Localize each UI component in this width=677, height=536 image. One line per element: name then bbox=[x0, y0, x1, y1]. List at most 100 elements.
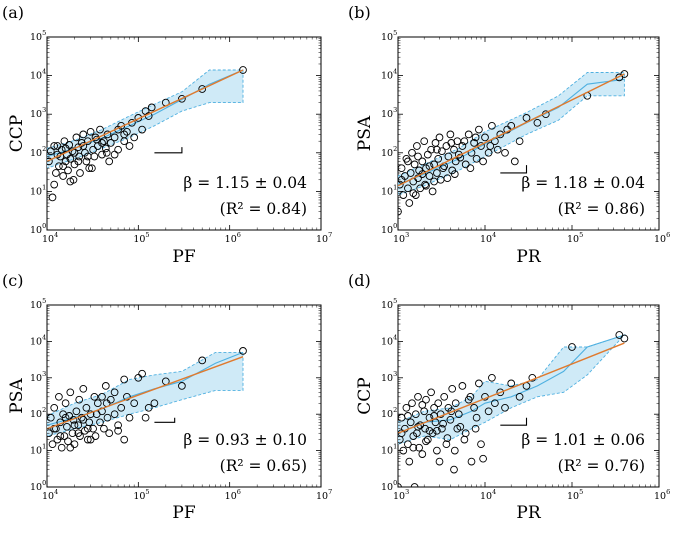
data-point bbox=[134, 373, 143, 382]
panel-label: (b) bbox=[348, 3, 371, 22]
data-point bbox=[515, 392, 524, 401]
data-point bbox=[458, 142, 467, 150]
data-point bbox=[83, 435, 92, 444]
data-point bbox=[438, 424, 446, 433]
data-point bbox=[85, 164, 94, 173]
x-tick-label: 104 bbox=[42, 488, 58, 502]
x-tick-label: 104 bbox=[480, 231, 496, 245]
y-axis-label: CCP bbox=[355, 377, 375, 414]
data-point bbox=[425, 172, 434, 180]
r2-annotation: (R² = 0.86) bbox=[558, 200, 645, 218]
data-point bbox=[114, 421, 122, 430]
data-point bbox=[430, 177, 438, 186]
data-point bbox=[406, 169, 415, 177]
data-point bbox=[120, 435, 129, 444]
data-point bbox=[61, 144, 70, 153]
data-point bbox=[510, 157, 519, 166]
data-point bbox=[507, 379, 516, 388]
data-point bbox=[141, 413, 150, 422]
panel-label: (a) bbox=[2, 3, 24, 22]
data-point bbox=[79, 130, 88, 139]
data-point bbox=[475, 125, 483, 134]
panels-group: 104 105 106 107100101102103104105PFCCP(a)β … bbox=[2, 3, 670, 523]
data-point bbox=[422, 437, 430, 446]
data-point bbox=[47, 429, 53, 438]
x-tick-label: 103 bbox=[393, 231, 409, 245]
data-point bbox=[106, 139, 115, 147]
x-tick-label: 104 bbox=[42, 231, 58, 245]
data-point bbox=[458, 382, 467, 390]
data-point bbox=[422, 395, 430, 404]
data-point bbox=[427, 388, 435, 397]
data-point bbox=[410, 160, 419, 169]
data-point bbox=[89, 424, 97, 433]
data-point bbox=[56, 432, 65, 440]
data-point bbox=[86, 127, 95, 136]
data-point bbox=[477, 440, 485, 449]
data-point bbox=[446, 415, 455, 424]
plot-area bbox=[47, 66, 247, 202]
r2-annotation: (R² = 0.65) bbox=[220, 457, 307, 475]
x-tick-label: 105 bbox=[567, 231, 583, 245]
data-point bbox=[110, 388, 119, 397]
y-tick-label: 104 bbox=[30, 333, 46, 347]
data-point bbox=[123, 392, 131, 401]
data-point bbox=[435, 133, 444, 142]
data-point bbox=[448, 384, 457, 393]
y-tick-label: 105 bbox=[381, 29, 397, 43]
data-point bbox=[450, 145, 458, 154]
data-point bbox=[423, 435, 432, 444]
data-point bbox=[72, 133, 81, 142]
y-tick-label: 103 bbox=[30, 106, 46, 120]
data-point bbox=[198, 85, 207, 93]
y-tick-label: 101 bbox=[381, 443, 397, 457]
data-point bbox=[66, 154, 75, 163]
data-point bbox=[110, 133, 119, 142]
data-point bbox=[496, 388, 505, 397]
data-point bbox=[434, 154, 443, 163]
x-tick-label: 106 bbox=[654, 488, 670, 502]
data-point bbox=[434, 399, 443, 408]
y-tick-label: 104 bbox=[381, 333, 397, 347]
data-point bbox=[114, 426, 122, 435]
data-point bbox=[402, 403, 411, 412]
data-point bbox=[405, 199, 414, 207]
data-point bbox=[68, 429, 77, 438]
data-point bbox=[83, 152, 92, 161]
r2-annotation: (R² = 0.76) bbox=[558, 457, 645, 475]
data-point bbox=[440, 392, 449, 401]
data-point bbox=[74, 157, 83, 166]
data-point bbox=[117, 403, 126, 412]
data-point bbox=[101, 382, 110, 390]
panel-d: 103 104 105 106100101102103104105PRCCP(d)β … bbox=[348, 271, 670, 523]
data-point bbox=[470, 139, 478, 147]
data-point bbox=[408, 148, 416, 157]
data-point bbox=[418, 450, 427, 458]
data-point bbox=[435, 457, 444, 466]
data-point bbox=[70, 421, 79, 430]
x-tick-label: 106 bbox=[654, 231, 670, 245]
data-point bbox=[450, 170, 459, 178]
data-point bbox=[50, 403, 59, 412]
plot-area bbox=[398, 70, 629, 216]
x-tick-label: 105 bbox=[133, 488, 149, 502]
data-point bbox=[484, 407, 493, 416]
data-point bbox=[414, 152, 422, 161]
data-point bbox=[103, 413, 112, 422]
data-point bbox=[413, 142, 421, 150]
panel-a: 104 105 106 107100101102103104105PFCCP(a)β … bbox=[2, 3, 332, 267]
ticks bbox=[46, 36, 322, 231]
x-tick-label: 103 bbox=[393, 488, 409, 502]
data-point bbox=[488, 373, 496, 382]
data-point bbox=[144, 403, 153, 412]
data-point bbox=[421, 424, 429, 433]
median-line bbox=[398, 78, 625, 186]
data-point bbox=[533, 118, 542, 127]
y-tick-label: 103 bbox=[381, 106, 397, 120]
data-point bbox=[488, 121, 496, 130]
data-point bbox=[60, 432, 69, 440]
data-point bbox=[409, 189, 418, 198]
data-point bbox=[398, 207, 402, 216]
confidence-band bbox=[398, 334, 626, 445]
